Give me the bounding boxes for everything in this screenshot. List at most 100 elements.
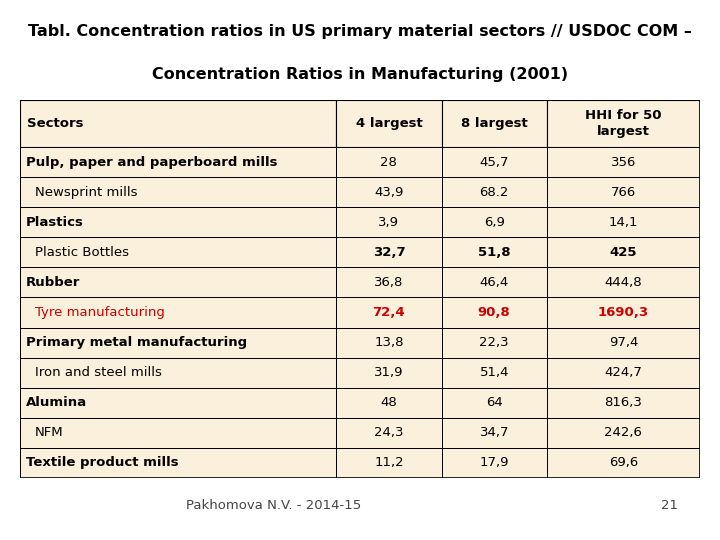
Bar xyxy=(547,388,700,418)
Bar xyxy=(547,267,700,298)
Bar xyxy=(336,298,441,328)
Text: Tyre manufacturing: Tyre manufacturing xyxy=(35,306,165,319)
Bar xyxy=(441,147,547,177)
Text: 11,2: 11,2 xyxy=(374,456,404,469)
Text: Pakhomova N.V. - 2014-15: Pakhomova N.V. - 2014-15 xyxy=(186,500,361,512)
Text: 24,3: 24,3 xyxy=(374,426,404,440)
Text: Textile product mills: Textile product mills xyxy=(26,456,179,469)
Bar xyxy=(547,177,700,207)
Text: 51,8: 51,8 xyxy=(478,246,510,259)
Text: 51,4: 51,4 xyxy=(480,366,509,379)
Bar xyxy=(547,100,700,147)
Bar xyxy=(336,207,441,238)
Text: 43,9: 43,9 xyxy=(374,186,404,199)
Bar xyxy=(20,298,336,328)
Bar xyxy=(20,328,336,357)
Bar xyxy=(20,100,336,147)
Bar xyxy=(547,298,700,328)
Text: Newsprint mills: Newsprint mills xyxy=(35,186,138,199)
Bar xyxy=(336,147,441,177)
Text: 424,7: 424,7 xyxy=(604,366,642,379)
Text: 444,8: 444,8 xyxy=(605,276,642,289)
Text: Alumina: Alumina xyxy=(26,396,86,409)
Text: 31,9: 31,9 xyxy=(374,366,404,379)
Text: NFM: NFM xyxy=(35,426,64,440)
Bar xyxy=(336,328,441,357)
Text: 8 largest: 8 largest xyxy=(461,117,528,130)
Text: 22,3: 22,3 xyxy=(480,336,509,349)
Text: Plastic Bottles: Plastic Bottles xyxy=(35,246,129,259)
Text: 766: 766 xyxy=(611,186,636,199)
Text: 17,9: 17,9 xyxy=(480,456,509,469)
Bar xyxy=(336,267,441,298)
Text: 816,3: 816,3 xyxy=(604,396,642,409)
Bar xyxy=(441,448,547,478)
Bar xyxy=(441,328,547,357)
Bar xyxy=(336,418,441,448)
Text: 46,4: 46,4 xyxy=(480,276,509,289)
Bar xyxy=(441,238,547,267)
Text: 425: 425 xyxy=(610,246,637,259)
Text: 242,6: 242,6 xyxy=(604,426,642,440)
Bar xyxy=(441,267,547,298)
Bar xyxy=(441,177,547,207)
Bar xyxy=(441,207,547,238)
Text: Pulp, paper and paperboard mills: Pulp, paper and paperboard mills xyxy=(26,156,277,168)
Bar xyxy=(336,100,441,147)
Text: Plastics: Plastics xyxy=(26,216,84,229)
Text: 356: 356 xyxy=(611,156,636,168)
Text: 64: 64 xyxy=(486,396,503,409)
Text: 69,6: 69,6 xyxy=(608,456,638,469)
Text: Primary metal manufacturing: Primary metal manufacturing xyxy=(26,336,247,349)
Text: HHI for 50
largest: HHI for 50 largest xyxy=(585,109,662,138)
Bar xyxy=(20,448,336,478)
Text: 4 largest: 4 largest xyxy=(356,117,422,130)
Bar xyxy=(20,357,336,388)
Text: 45,7: 45,7 xyxy=(480,156,509,168)
Bar xyxy=(336,357,441,388)
Text: 36,8: 36,8 xyxy=(374,276,404,289)
Text: 3,9: 3,9 xyxy=(379,216,400,229)
Text: Rubber: Rubber xyxy=(26,276,80,289)
Bar xyxy=(20,147,336,177)
Bar xyxy=(20,388,336,418)
Bar xyxy=(441,388,547,418)
Bar xyxy=(20,267,336,298)
Bar xyxy=(441,357,547,388)
Text: 97,4: 97,4 xyxy=(608,336,638,349)
Bar xyxy=(547,418,700,448)
Text: 14,1: 14,1 xyxy=(608,216,638,229)
Bar xyxy=(547,147,700,177)
Bar xyxy=(547,238,700,267)
Text: 34,7: 34,7 xyxy=(480,426,509,440)
Bar xyxy=(336,448,441,478)
Bar xyxy=(441,418,547,448)
Bar xyxy=(547,328,700,357)
Text: 68.2: 68.2 xyxy=(480,186,509,199)
Bar xyxy=(547,207,700,238)
Text: 1690,3: 1690,3 xyxy=(598,306,649,319)
Text: 6,9: 6,9 xyxy=(484,216,505,229)
Text: 28: 28 xyxy=(380,156,397,168)
Bar xyxy=(20,418,336,448)
Text: 32,7: 32,7 xyxy=(372,246,405,259)
Text: Iron and steel mills: Iron and steel mills xyxy=(35,366,162,379)
Text: 72,4: 72,4 xyxy=(372,306,405,319)
Bar xyxy=(336,238,441,267)
Bar xyxy=(20,207,336,238)
Text: 13,8: 13,8 xyxy=(374,336,404,349)
Bar xyxy=(547,448,700,478)
Bar xyxy=(441,100,547,147)
Text: 48: 48 xyxy=(380,396,397,409)
Text: Tabl. Concentration ratios in US primary material sectors // USDOC COM –: Tabl. Concentration ratios in US primary… xyxy=(28,24,692,39)
Bar xyxy=(336,388,441,418)
Bar xyxy=(336,177,441,207)
Bar xyxy=(547,357,700,388)
Bar xyxy=(20,177,336,207)
Text: 90,8: 90,8 xyxy=(478,306,510,319)
Text: Sectors: Sectors xyxy=(27,117,84,130)
Text: 21: 21 xyxy=(661,500,678,512)
Bar xyxy=(441,298,547,328)
Bar xyxy=(20,238,336,267)
Text: Concentration Ratios in Manufacturing (2001): Concentration Ratios in Manufacturing (2… xyxy=(152,68,568,83)
